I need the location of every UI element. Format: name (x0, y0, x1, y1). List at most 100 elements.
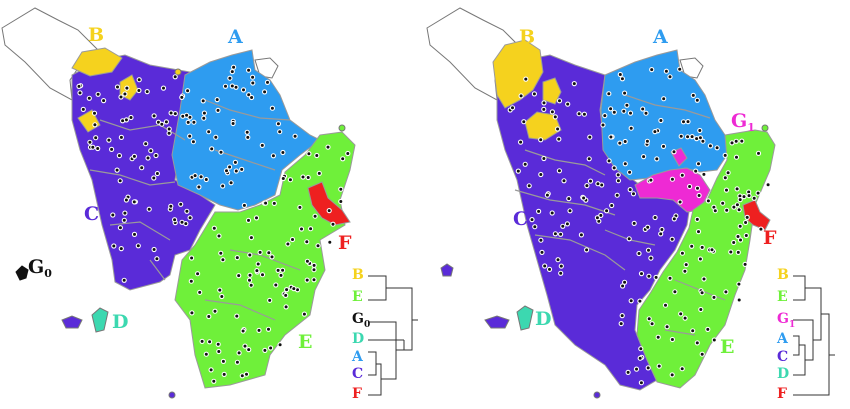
town-dot-center (218, 288, 222, 292)
town-dot-center (219, 251, 223, 255)
town-dot-center (695, 217, 699, 221)
town-dot-center (587, 157, 591, 161)
town-dot-center (698, 136, 702, 140)
town-dot-center (188, 134, 192, 138)
label-A: A (653, 26, 668, 48)
town-dot-center (169, 204, 173, 208)
town-dot-center (147, 207, 151, 211)
town-dot-center (88, 140, 92, 144)
town-dot-center (119, 135, 123, 139)
town-dot-center (527, 184, 531, 188)
town-dot-center (670, 177, 674, 181)
town-dot-center (221, 359, 225, 363)
town-dot-center (173, 218, 177, 222)
town-dot-center (137, 89, 141, 92)
town-dot-center (539, 138, 543, 142)
town-dot-center (690, 135, 694, 139)
town-dot-center (284, 293, 288, 297)
town-dot-center (657, 364, 661, 368)
town-dot-center (129, 116, 133, 119)
town-dot-center (620, 314, 624, 318)
town-dot-center (125, 86, 129, 90)
region-F (307, 181, 351, 226)
town-dot-center (713, 209, 717, 213)
town-dot-center (186, 120, 190, 124)
town-dot-center (185, 209, 189, 213)
town-dot-center (577, 112, 581, 116)
town-dot-center (118, 226, 122, 230)
town-dot-center (339, 200, 343, 203)
town-dot-center (646, 225, 650, 229)
town-dot-center (256, 262, 260, 266)
town-dot-center (339, 187, 343, 191)
left-dendrogram (368, 275, 418, 396)
town-dot-center (699, 308, 703, 311)
town-dot-center (622, 109, 626, 113)
town-dot-center (112, 244, 116, 248)
town-dot-center (638, 299, 642, 303)
town-dot-center (700, 245, 704, 249)
town-dot-center (192, 120, 196, 124)
town-dot-center (173, 75, 177, 79)
town-dot-center (271, 154, 275, 158)
town-dot-center (712, 295, 716, 299)
town-dot-center (110, 147, 114, 151)
town-dot-center (566, 102, 570, 106)
town-dot-center (660, 228, 664, 231)
town-dot-center (519, 94, 523, 98)
town-dot-center (196, 272, 200, 276)
town-dot-center (737, 282, 741, 286)
legend-leaf-C: C (777, 350, 788, 364)
town-dot-center (267, 327, 270, 331)
town-dot-center (115, 168, 119, 172)
town-dot-center (270, 106, 274, 110)
town-dot-center (629, 299, 633, 303)
town-dot-center (654, 275, 658, 279)
town-dot-center (198, 290, 202, 294)
town-dot-center (235, 314, 239, 318)
town-dot-center (301, 175, 305, 179)
town-dot-center (557, 137, 561, 141)
town-dot-center (145, 90, 149, 94)
town-dot-center (747, 194, 751, 198)
town-dot-center (209, 368, 213, 372)
town-dot-center (558, 99, 561, 103)
town-dot-center (735, 203, 739, 207)
legend-leaf-letter: E (352, 289, 363, 305)
town-dot-center (245, 372, 248, 376)
right-dendrogram (793, 275, 835, 396)
town-dot-center (618, 141, 622, 145)
town-dot-center (618, 73, 622, 76)
town-dot-center (268, 298, 272, 302)
legend-leaf-C: C (352, 367, 363, 381)
town-dot-center (516, 169, 520, 173)
town-dot-center (267, 251, 271, 255)
town-dot-center (678, 67, 682, 71)
town-dot-center (272, 201, 276, 205)
town-dot-center (543, 264, 547, 268)
town-dot-center (305, 278, 309, 282)
town-dot-center (647, 248, 650, 252)
town-dot-center (233, 160, 237, 164)
town-dot-center (522, 120, 526, 124)
town-dot-center (729, 250, 733, 254)
town-dot-center (237, 274, 241, 278)
province-borders (89, 99, 301, 321)
town-dot-center (341, 157, 345, 161)
town-dot-center (619, 322, 623, 326)
legend-leaf-letter: D (352, 331, 365, 347)
town-dot-center (207, 130, 211, 134)
town-dot-center (766, 183, 770, 187)
town-dot-center (747, 190, 751, 194)
town-dot-center (597, 219, 601, 223)
town-dot-center (242, 203, 246, 207)
town-dot-center (160, 122, 164, 126)
town-dot-center (639, 381, 643, 385)
town-dot-center (603, 114, 607, 118)
town-dot-center (224, 84, 227, 88)
town-dot-center (122, 218, 126, 222)
region-C-island (61, 315, 83, 329)
town-dot-center (670, 373, 674, 377)
town-dot-center (523, 162, 527, 166)
town-dot-center (284, 305, 288, 309)
